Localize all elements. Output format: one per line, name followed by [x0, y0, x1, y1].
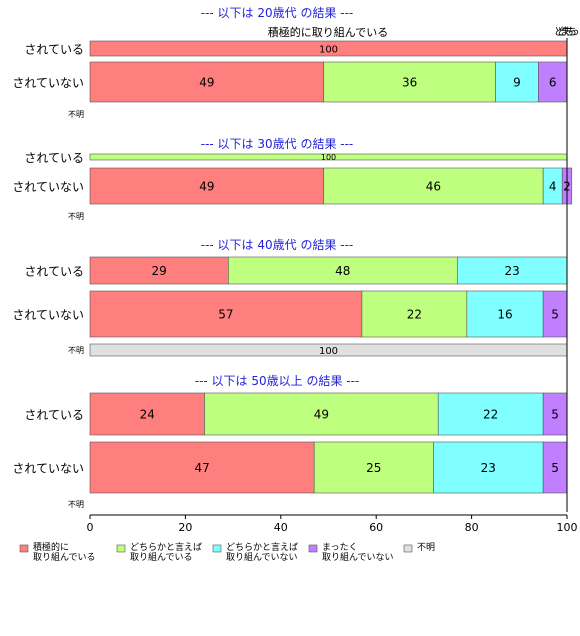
legend-swatch [116, 544, 126, 553]
data-label: 100 [319, 44, 338, 55]
data-label: 23 [505, 264, 520, 278]
legend-label: 取り組んでいない [226, 551, 298, 563]
data-label: 24 [140, 408, 155, 422]
data-label: 5 [551, 408, 559, 422]
row-label: 不明 [68, 212, 84, 221]
panel-title-1: --- 以下は 20歳代 の結果 --- [201, 6, 354, 20]
panel-title-4: --- 以下は 50歳以上 の結果 --- [195, 374, 360, 388]
bar-segment [433, 441, 544, 494]
data-label: 57 [218, 308, 233, 322]
row-label: されていない [12, 462, 84, 476]
bar-segment [538, 61, 568, 103]
bar-segment [361, 290, 468, 338]
series-annotation-label: 積極的に取り組んでいる [268, 25, 388, 39]
data-label: 4 [549, 180, 557, 194]
data-label: 5 [551, 461, 559, 475]
bar-segment [89, 61, 325, 103]
x-tick-label: 40 [274, 521, 288, 534]
data-label: 49 [199, 180, 214, 194]
panel-title-2: --- 以下は 30歳代 の結果 --- [201, 137, 354, 151]
bar-segment [204, 392, 439, 436]
bar-segment [437, 392, 544, 436]
legend-label: どちらかと言えば [226, 541, 298, 553]
legend-label: どちらかと言えば [130, 541, 202, 553]
bar-segment [89, 256, 229, 285]
legend-label: 取り組んでいる [130, 551, 193, 563]
bar-segment [89, 290, 363, 338]
row-label: されている [24, 408, 84, 422]
x-tick-label: 0 [87, 521, 94, 534]
series-annotation-overlap: まっ [560, 26, 580, 38]
data-label: 36 [402, 76, 417, 90]
bar-segment [456, 256, 568, 285]
legend-swatch [308, 544, 318, 553]
legend-label: 取り組んでいる [33, 551, 96, 563]
x-tick-label: 60 [369, 521, 383, 534]
row-label: されている [24, 43, 84, 57]
row-label: 不明 [68, 110, 84, 119]
bar-segment [228, 256, 458, 285]
panel-title-3: --- 以下は 40歳代 の結果 --- [201, 238, 354, 252]
data-label: 29 [152, 264, 167, 278]
row-label: されていない [12, 76, 84, 90]
row-label: されていない [12, 180, 84, 194]
legend-label: 積極的に [33, 541, 69, 553]
row-label: されていない [12, 308, 84, 322]
data-label: 25 [366, 461, 381, 475]
row-label: 不明 [68, 500, 84, 509]
series-annotation-overlap: どち [557, 26, 577, 38]
data-label: 22 [407, 308, 422, 322]
legend-label: 取り組んでいない [322, 551, 394, 563]
data-label: 48 [335, 264, 350, 278]
data-label: 6 [549, 76, 557, 90]
bar-segment [323, 167, 544, 205]
bar-segment [89, 441, 315, 494]
legend-label: 不明 [417, 542, 435, 553]
bar-segment [466, 290, 544, 338]
legend-swatch [403, 544, 413, 553]
x-tick-label: 100 [557, 521, 578, 534]
data-label: 49 [199, 76, 214, 90]
data-label: 5 [551, 308, 559, 322]
bar-segment [495, 61, 539, 103]
data-label: 46 [426, 180, 441, 194]
row-label: されている [24, 151, 84, 165]
x-tick-label: 80 [465, 521, 479, 534]
data-label: 49 [314, 408, 329, 422]
data-label: 23 [481, 461, 496, 475]
data-label: 9 [513, 76, 521, 90]
series-annotation-overlap: どち [554, 26, 574, 38]
x-tick-label: 20 [178, 521, 192, 534]
row-label: 不明 [68, 346, 84, 355]
data-label: 22 [483, 408, 498, 422]
data-label: 100 [321, 153, 336, 162]
row-label: されている [24, 265, 84, 279]
legend-label: まったく [322, 542, 358, 553]
data-label: 47 [194, 461, 209, 475]
data-label: 100 [319, 346, 338, 357]
legend-swatch [212, 544, 222, 553]
legend-swatch [19, 544, 29, 553]
bar-segment [89, 392, 205, 436]
data-label: 16 [497, 308, 512, 322]
bar-segment [313, 441, 434, 494]
bar-segment [323, 61, 496, 103]
